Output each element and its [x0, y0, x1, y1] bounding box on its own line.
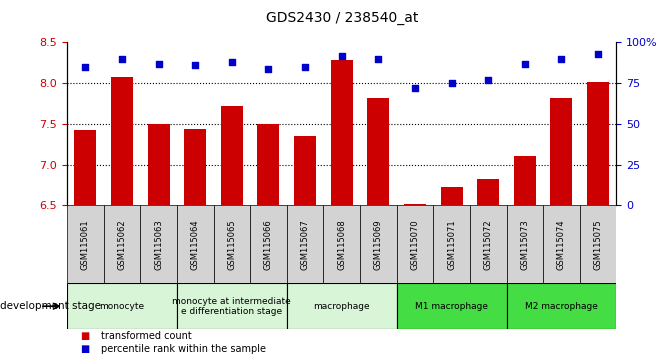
- Bar: [67, 283, 177, 329]
- Bar: [294, 136, 316, 205]
- Bar: [257, 124, 279, 205]
- Bar: [507, 283, 616, 329]
- Point: [117, 56, 127, 62]
- Text: GSM115075: GSM115075: [594, 219, 602, 270]
- Text: transformed count: transformed count: [100, 331, 191, 341]
- Text: GSM115073: GSM115073: [521, 219, 529, 270]
- Text: M1 macrophage: M1 macrophage: [415, 302, 488, 311]
- Point: [519, 61, 530, 67]
- Bar: [331, 61, 352, 205]
- Point: [336, 53, 347, 58]
- Point: [483, 77, 494, 83]
- Bar: [177, 205, 214, 283]
- Bar: [397, 205, 433, 283]
- Point: [80, 64, 90, 70]
- Point: [190, 62, 200, 68]
- Point: [226, 59, 237, 65]
- Bar: [287, 283, 397, 329]
- Text: GSM115068: GSM115068: [337, 219, 346, 270]
- Text: development stage: development stage: [0, 301, 101, 311]
- Bar: [543, 205, 580, 283]
- Bar: [104, 205, 140, 283]
- Text: GSM115062: GSM115062: [117, 219, 127, 270]
- Bar: [184, 129, 206, 205]
- Text: GSM115063: GSM115063: [154, 219, 163, 270]
- Point: [263, 66, 274, 72]
- Text: GSM115064: GSM115064: [191, 219, 200, 270]
- Bar: [147, 124, 170, 205]
- Text: GSM115061: GSM115061: [81, 219, 90, 270]
- Bar: [360, 205, 397, 283]
- Point: [299, 64, 310, 70]
- Bar: [580, 205, 616, 283]
- Bar: [367, 98, 389, 205]
- Bar: [74, 130, 96, 205]
- Bar: [140, 205, 177, 283]
- Text: GSM115067: GSM115067: [301, 219, 310, 270]
- Text: macrophage: macrophage: [314, 302, 370, 311]
- Bar: [470, 205, 507, 283]
- Bar: [587, 81, 609, 205]
- Bar: [404, 204, 426, 205]
- Text: GDS2430 / 238540_at: GDS2430 / 238540_at: [265, 11, 418, 25]
- Bar: [477, 179, 499, 205]
- Bar: [111, 77, 133, 205]
- Point: [409, 85, 420, 91]
- Text: ■: ■: [80, 344, 90, 354]
- Bar: [250, 205, 287, 283]
- Text: GSM115065: GSM115065: [227, 219, 237, 270]
- Bar: [507, 205, 543, 283]
- Point: [373, 56, 384, 62]
- Bar: [287, 205, 324, 283]
- Text: GSM115066: GSM115066: [264, 219, 273, 270]
- Text: GSM115071: GSM115071: [447, 219, 456, 270]
- Text: GSM115072: GSM115072: [484, 219, 492, 270]
- Bar: [551, 98, 572, 205]
- Point: [593, 51, 604, 57]
- Bar: [221, 106, 243, 205]
- Text: GSM115074: GSM115074: [557, 219, 566, 270]
- Bar: [177, 283, 287, 329]
- Text: ■: ■: [80, 331, 90, 341]
- Text: GSM115070: GSM115070: [411, 219, 419, 270]
- Bar: [514, 156, 536, 205]
- Bar: [214, 205, 250, 283]
- Text: percentile rank within the sample: percentile rank within the sample: [100, 344, 265, 354]
- Point: [153, 61, 164, 67]
- Bar: [67, 205, 104, 283]
- Text: monocyte: monocyte: [99, 302, 145, 311]
- Text: M2 macrophage: M2 macrophage: [525, 302, 598, 311]
- Text: GSM115069: GSM115069: [374, 219, 383, 270]
- Point: [446, 80, 457, 86]
- Point: [556, 56, 567, 62]
- Bar: [397, 283, 507, 329]
- Bar: [441, 187, 462, 205]
- Bar: [433, 205, 470, 283]
- Bar: [324, 205, 360, 283]
- Text: monocyte at intermediate
e differentiation stage: monocyte at intermediate e differentiati…: [172, 297, 291, 316]
